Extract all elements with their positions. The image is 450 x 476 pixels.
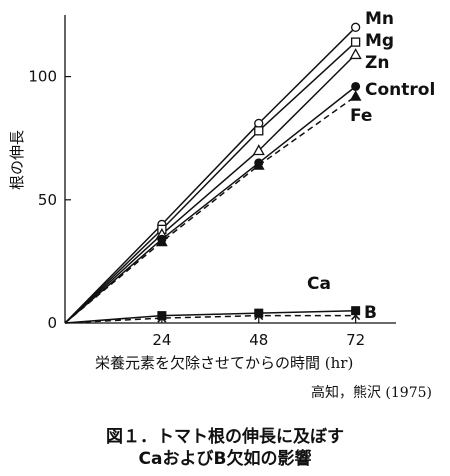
data-point-fe <box>349 90 362 101</box>
x-tick-label: 72 <box>346 331 365 349</box>
series-markers <box>155 22 362 323</box>
series-line-fe <box>64 95 357 324</box>
series-label-ca: Ca <box>307 274 331 294</box>
data-point-mg <box>350 37 361 47</box>
data-point-ca <box>157 311 167 321</box>
data-point-control <box>351 81 361 91</box>
data-point-zn <box>252 144 265 156</box>
series-line-mn <box>64 26 357 324</box>
y-tick-label: 50 <box>38 191 57 209</box>
series-line-control <box>64 85 357 324</box>
axes <box>64 15 396 324</box>
data-point-b <box>351 311 361 321</box>
y-tick-label: 0 <box>47 314 57 332</box>
series-label-fe: Fe <box>350 106 372 126</box>
figure-caption-line1: 図１．トマト根の伸長に及ぼす <box>106 427 344 447</box>
source-citation: 高知，熊沢 (1975) <box>311 384 432 401</box>
y-axis-label: 根の伸長 <box>8 130 26 190</box>
data-point-fe <box>252 159 265 170</box>
data-point-mn <box>350 22 361 32</box>
data-point-mg <box>254 126 264 136</box>
ticks: 0 50 100 24 48 72 <box>28 68 365 349</box>
series-label-mg: Mg <box>365 31 394 51</box>
x-tick-label: 48 <box>249 331 268 349</box>
series-label-mn: Mn <box>365 9 394 29</box>
data-point-b <box>157 313 167 323</box>
data-point-b <box>254 311 264 321</box>
series-lines <box>64 26 357 324</box>
series-line-mg <box>64 41 357 324</box>
series-line-ca <box>64 309 356 324</box>
x-tick-label: 24 <box>152 331 171 349</box>
y-tick-label: 100 <box>28 68 57 86</box>
series-label-zn: Zn <box>365 53 389 73</box>
data-point-ca <box>254 308 264 318</box>
series-line-zn <box>64 53 357 324</box>
series-label-control: Control <box>365 80 435 100</box>
x-axis-label: 栄養元素を欠除させてからの時間 (hr) <box>95 354 353 372</box>
data-point-fe <box>156 235 168 247</box>
series-line-b <box>64 314 356 324</box>
data-point-zn <box>349 48 362 60</box>
figure-caption-line2: CaおよびB欠如の影響 <box>138 449 312 469</box>
series-label-b: B <box>364 303 377 323</box>
